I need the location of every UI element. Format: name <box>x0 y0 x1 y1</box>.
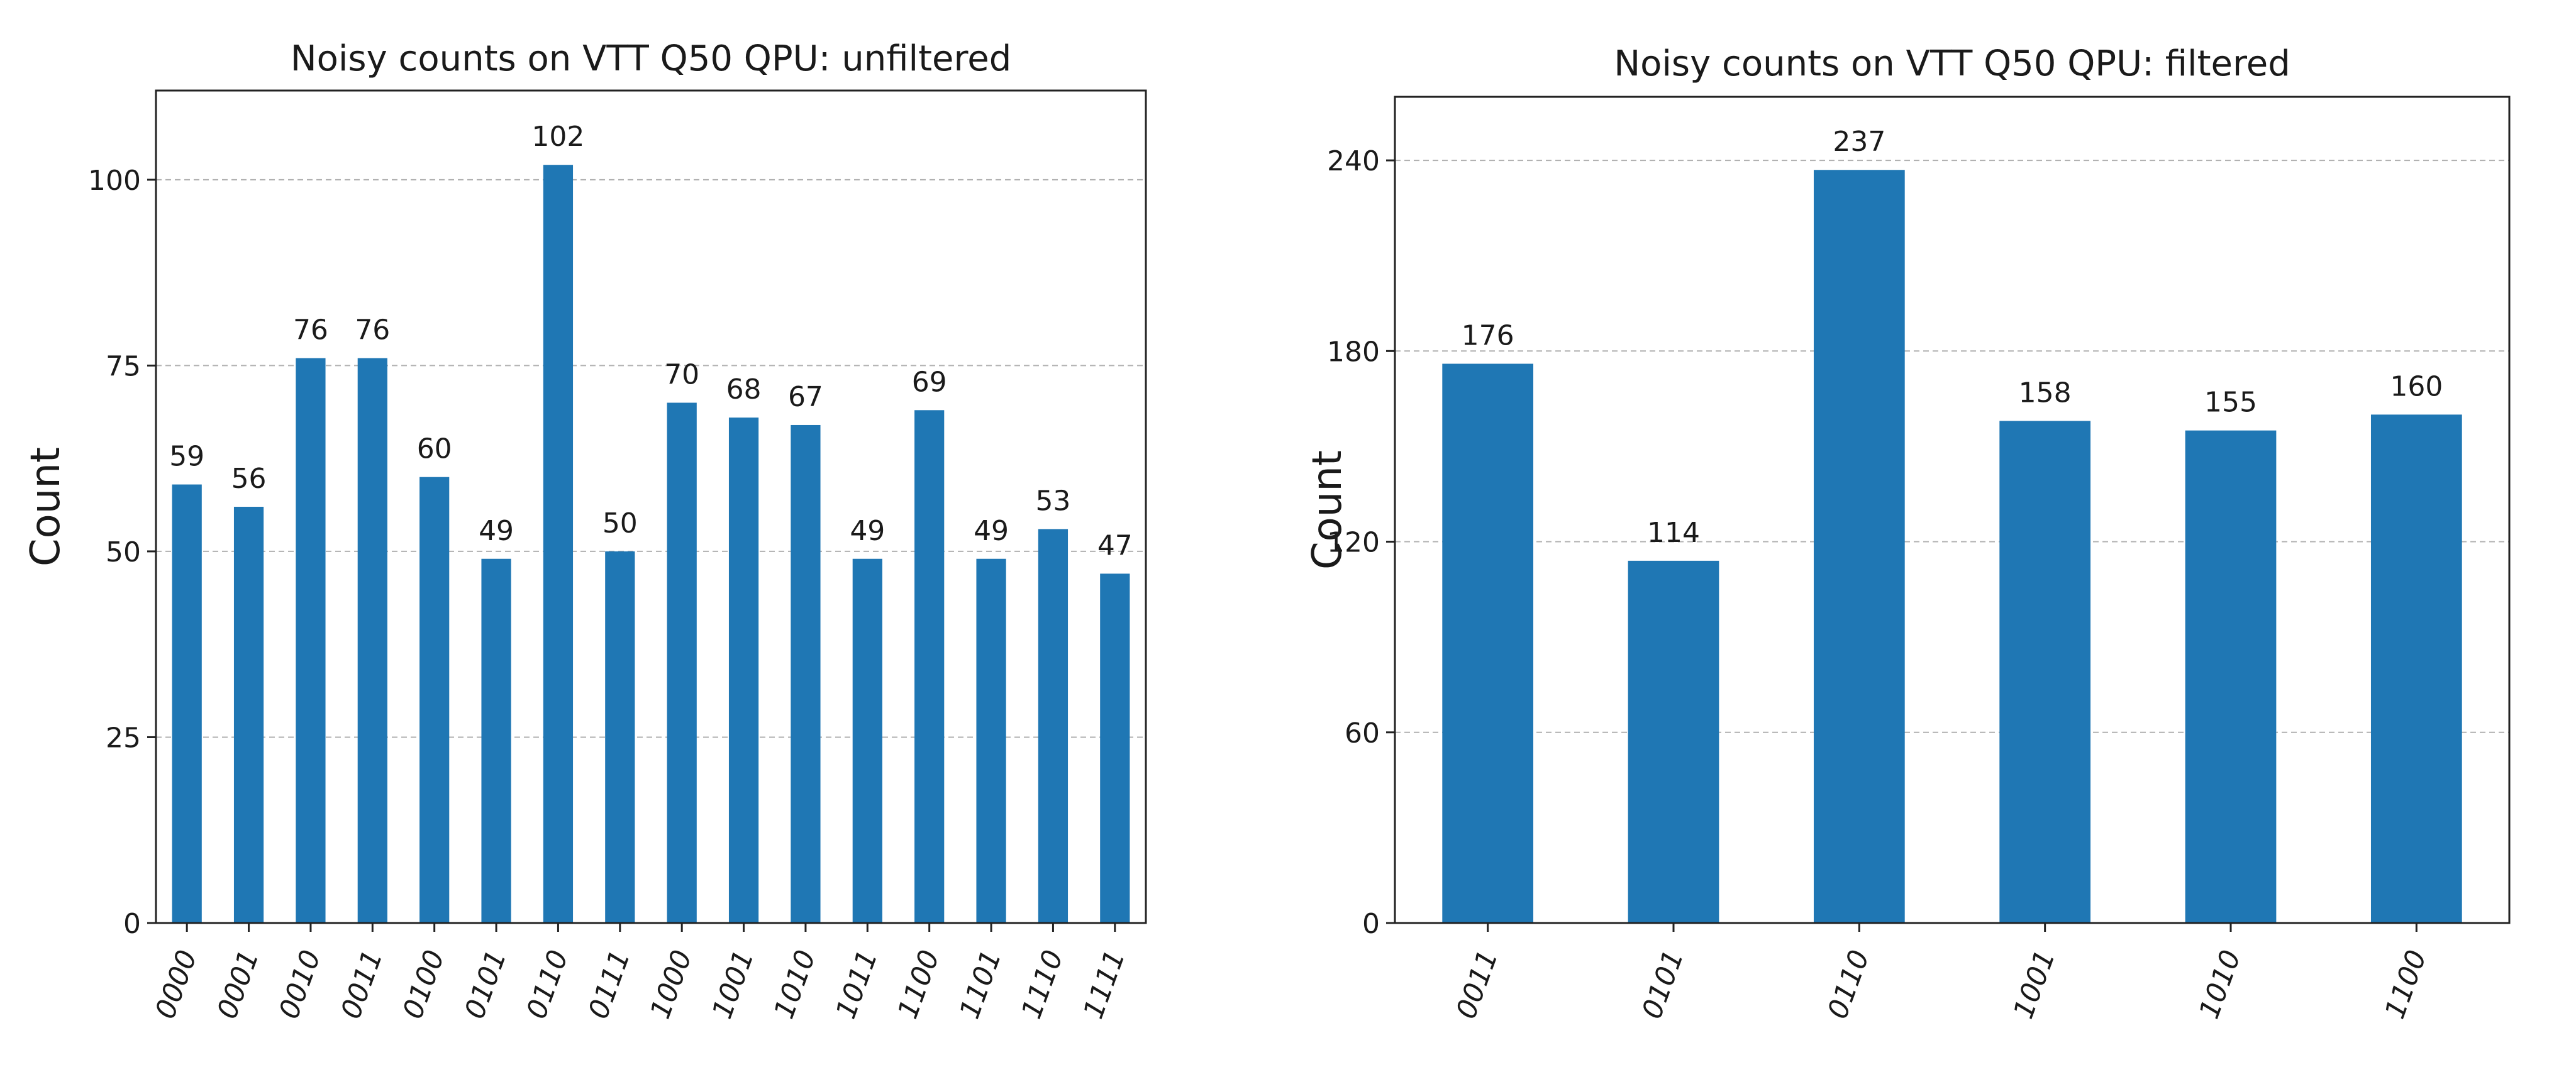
bar-value-label: 160 <box>2390 370 2443 402</box>
bar-value-label: 59 <box>169 441 204 473</box>
chart-title: Noisy counts on VTT Q50 QPU: filtered <box>1614 43 2290 84</box>
y-axis-label: Count <box>23 447 69 567</box>
x-tick-label: 1111 <box>1077 946 1131 1023</box>
y-tick-label: 240 <box>1327 145 1380 177</box>
bar-value-label: 158 <box>2019 377 2072 409</box>
x-tick-label: 1101 <box>953 946 1008 1023</box>
bar <box>233 507 264 923</box>
y-tick-label: 75 <box>106 350 141 382</box>
x-tick-label: 0110 <box>1821 946 1875 1023</box>
y-tick-label: 120 <box>1327 527 1380 559</box>
bar <box>1813 170 1905 923</box>
bar-value-label: 237 <box>1833 126 1885 158</box>
x-tick-label: 0001 <box>211 946 265 1023</box>
x-tick-label: 1100 <box>892 946 946 1023</box>
bar-value-label: 53 <box>1035 485 1070 517</box>
chart-filtered: Noisy counts on VTT Q50 QPU: filtered 0 60… <box>1304 43 2511 1023</box>
chart-unfiltered: Noisy counts on VTT Q50 QPU: unfiltered 0… <box>23 38 1147 1023</box>
x-tick-label: 0101 <box>1636 946 1690 1023</box>
bar <box>1999 421 2091 923</box>
x-tick-label: 1010 <box>2193 946 2247 1023</box>
y-tick-label: 0 <box>123 908 141 940</box>
y-tick-label: 50 <box>106 536 141 568</box>
x-tick-label: 0010 <box>273 946 327 1023</box>
bar-value-label: 67 <box>788 381 823 413</box>
x-tick-label: 0011 <box>335 946 389 1023</box>
bar-value-label: 47 <box>1097 529 1133 561</box>
bar <box>543 165 574 923</box>
bar <box>2370 414 2462 923</box>
x-tick-label: 0111 <box>582 946 636 1023</box>
y-tick-label: 100 <box>88 165 141 197</box>
bar <box>296 358 326 923</box>
plot-frame <box>1394 96 2511 924</box>
x-tick-label: 1001 <box>706 946 760 1023</box>
x-tick-label: 0000 <box>149 946 203 1023</box>
bar-value-label: 69 <box>912 366 947 398</box>
bar-value-label: 56 <box>231 463 267 495</box>
x-tick-label: 1100 <box>2379 946 2433 1023</box>
chart-title: Noisy counts on VTT Q50 QPU: unfiltered <box>291 38 1012 79</box>
bar-value-label: 176 <box>1462 320 1514 352</box>
bar-value-label: 76 <box>355 314 390 346</box>
bar-value-label: 70 <box>664 359 699 391</box>
bar-value-label: 60 <box>417 433 452 465</box>
x-tick-label: 0011 <box>1450 946 1504 1023</box>
bar-value-label: 114 <box>1647 517 1700 549</box>
bar <box>481 558 511 923</box>
bar <box>852 558 882 923</box>
y-axis-label: Count <box>1304 450 1351 570</box>
bar <box>791 424 821 923</box>
bar <box>976 558 1006 923</box>
bar-value-label: 49 <box>479 515 514 547</box>
bar <box>172 484 202 923</box>
bar-value-label: 102 <box>531 121 584 153</box>
bar <box>667 402 697 923</box>
y-tick-label: 180 <box>1327 336 1380 368</box>
bar-value-label: 49 <box>850 515 885 547</box>
bar-value-label: 68 <box>726 373 762 406</box>
y-tick-label: 60 <box>1345 717 1380 749</box>
bar <box>419 477 450 923</box>
x-tick-label: 1001 <box>2007 946 2062 1023</box>
plot-frame <box>155 89 1147 924</box>
bar <box>914 410 945 923</box>
y-tick-label: 0 <box>1362 908 1380 940</box>
x-tick-label: 1110 <box>1016 946 1070 1023</box>
bar <box>1442 363 1534 923</box>
x-tick-label: 0100 <box>397 946 451 1023</box>
y-tick-label: 25 <box>106 722 141 754</box>
bar <box>357 358 387 923</box>
bar <box>2185 430 2277 923</box>
x-tick-label: 0110 <box>521 946 575 1023</box>
bar <box>1628 560 1719 923</box>
bar <box>728 417 759 923</box>
x-tick-label: 1010 <box>768 946 822 1023</box>
bar-value-label: 76 <box>293 314 328 346</box>
bar <box>1100 573 1130 923</box>
bar <box>1038 529 1069 923</box>
bar-value-label: 50 <box>602 507 638 539</box>
x-tick-label: 1011 <box>830 946 884 1023</box>
bar-value-label: 155 <box>2204 387 2257 419</box>
x-tick-label: 1000 <box>644 946 698 1023</box>
bar-value-label: 49 <box>974 515 1009 547</box>
bar <box>605 551 635 923</box>
x-tick-label: 0101 <box>458 946 513 1023</box>
